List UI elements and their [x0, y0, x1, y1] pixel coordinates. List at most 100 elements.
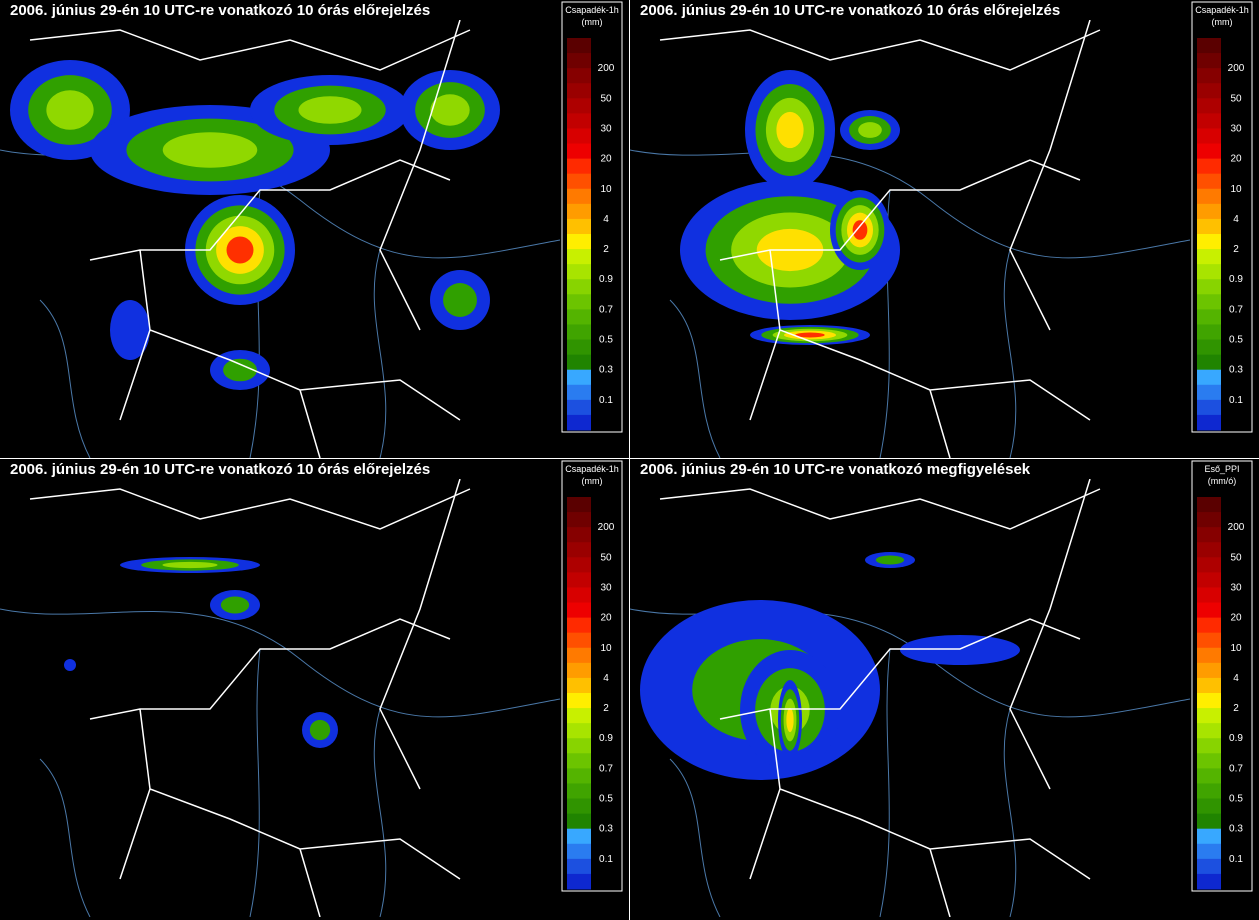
legend-swatch: [567, 113, 591, 129]
legend-swatch: [1197, 218, 1221, 235]
legend-label: 0.3: [599, 824, 613, 835]
legend-swatch: [567, 158, 591, 175]
legend-swatch: [1197, 647, 1221, 664]
legend-label: 0.5: [599, 335, 613, 346]
legend-swatch: [1197, 632, 1221, 649]
legend-label: 0.7: [599, 304, 613, 315]
legend-swatch: [1197, 143, 1221, 160]
legend-swatch: [1197, 83, 1221, 99]
legend-swatch: [1197, 188, 1221, 205]
legend-swatch: [567, 527, 591, 543]
legend-label: 2: [1233, 703, 1239, 714]
legend-label: 0.5: [1229, 335, 1243, 346]
legend-unit: (mm): [1212, 17, 1233, 27]
legend-swatch: [567, 294, 591, 310]
legend-swatch: [567, 798, 591, 815]
legend-label: 4: [603, 214, 609, 225]
legend-swatch: [1197, 98, 1221, 114]
legend-swatch: [1197, 158, 1221, 175]
legend-label: 0.9: [599, 274, 613, 285]
legend-label: 0.9: [1229, 274, 1243, 285]
legend-swatch: [1197, 542, 1221, 558]
legend-swatch: [567, 512, 591, 528]
legend-swatch: [1197, 662, 1221, 679]
borders: [29, 19, 471, 458]
legend-label: 0.7: [1229, 304, 1243, 315]
precip-area: [795, 332, 825, 338]
legend-swatch: [1197, 813, 1221, 830]
legend-swatch: [567, 203, 591, 220]
precip-area: [162, 561, 218, 569]
legend-swatch: [1197, 768, 1221, 784]
legend-swatch: [567, 249, 591, 265]
legend-swatch: [1197, 128, 1221, 145]
legend-swatch: [1197, 723, 1221, 739]
legend-title: Csapadék-1h: [1195, 5, 1249, 15]
title-bg: [630, 459, 1100, 479]
legend-swatch: [1197, 873, 1221, 890]
legend-swatch: [567, 324, 591, 341]
legend-swatch: [567, 587, 591, 604]
legend-swatch: [1197, 557, 1221, 573]
legend-swatch: [1197, 264, 1221, 280]
legend-swatch: [1197, 38, 1221, 54]
legend-swatch: [567, 309, 591, 325]
map-panel: 2006. június 29-én 10 UTC-re vonatkozó m…: [630, 459, 1253, 917]
legend-swatch: [567, 369, 591, 386]
title-bg: [630, 0, 1100, 20]
legend-swatch: [567, 98, 591, 114]
legend-swatch: [567, 542, 591, 558]
legend-swatch: [1197, 497, 1221, 513]
legend-label: 2: [603, 703, 609, 714]
legend-swatch: [1197, 53, 1221, 69]
legend-label: 10: [1230, 184, 1242, 195]
legend-swatch: [567, 128, 591, 145]
legend-swatch: [1197, 512, 1221, 528]
legend-swatch: [1197, 309, 1221, 325]
panel-title: 2006. június 29-én 10 UTC-re vonatkozó 1…: [10, 2, 430, 19]
legend-swatch: [1197, 677, 1221, 694]
legend-label: 0.1: [599, 395, 613, 406]
precip-area: [900, 635, 1020, 665]
legend-swatch: [567, 354, 591, 371]
legend-title: Csapadék-1h: [565, 464, 619, 474]
legend-swatch: [567, 738, 591, 754]
legend-label: 20: [600, 154, 612, 165]
legend-swatch: [567, 557, 591, 573]
legend-swatch: [1197, 738, 1221, 754]
legend-label: 4: [603, 673, 609, 684]
legend-label: 0.5: [599, 794, 613, 805]
precip-area: [852, 220, 868, 240]
legend-label: 0.7: [599, 763, 613, 774]
legend-swatch: [1197, 399, 1221, 416]
legend-label: 10: [600, 184, 612, 195]
legend-swatch: [567, 753, 591, 769]
legend-swatch: [567, 693, 591, 709]
legend-swatch: [1197, 339, 1221, 356]
borders: [659, 19, 1101, 458]
legend-swatch: [567, 572, 591, 588]
legend-swatch: [567, 143, 591, 160]
legend-swatch: [1197, 828, 1221, 845]
rivers: [630, 149, 1191, 458]
legend-label: 0.1: [1229, 854, 1243, 865]
legend-swatch: [1197, 294, 1221, 310]
legend-swatch: [1197, 369, 1221, 386]
legend-unit: (mm): [582, 476, 603, 486]
precip-area: [309, 719, 331, 741]
title-bg: [0, 0, 475, 20]
legend-swatch: [567, 873, 591, 890]
legend-swatch: [567, 813, 591, 830]
legend-swatch: [1197, 203, 1221, 220]
legend-swatch: [567, 339, 591, 356]
legend-label: 2: [1233, 244, 1239, 255]
legend-swatch: [567, 602, 591, 619]
precip-area: [858, 122, 882, 138]
legend-swatch: [567, 858, 591, 875]
legend-label: 0.5: [1229, 794, 1243, 805]
legend-label: 2: [603, 244, 609, 255]
precip-area: [298, 96, 362, 124]
legend-label: 200: [598, 63, 615, 74]
legend-swatch: [567, 384, 591, 401]
